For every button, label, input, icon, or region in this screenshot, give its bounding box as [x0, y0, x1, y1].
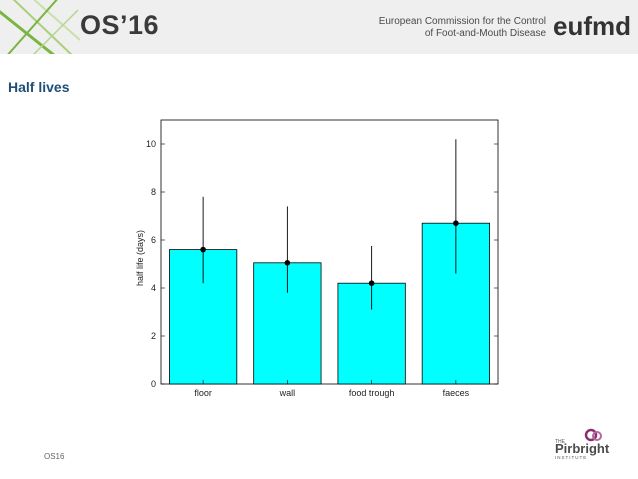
x-tick-label: wall	[279, 388, 296, 398]
y-tick-label: 10	[146, 139, 156, 149]
pirbright-small: THE	[555, 439, 566, 445]
y-tick-label: 4	[151, 283, 156, 293]
footer-code: OS16	[44, 452, 65, 461]
organization-name-line-1: European Commission for the Control	[378, 16, 546, 27]
eufmd-logo-text: eufmd	[553, 12, 631, 40]
organization-name: European Commission for the Control of F…	[379, 16, 546, 40]
mean-point	[453, 220, 459, 226]
y-tick-label: 2	[151, 331, 156, 341]
header-decoration	[0, 0, 80, 54]
pirbright-emblem-icon	[584, 428, 602, 442]
x-tick-label: faeces	[443, 388, 470, 398]
mean-point	[368, 280, 375, 287]
y-tick-label: 8	[151, 187, 156, 197]
eufmd-logo: eufmd	[553, 12, 631, 40]
pirbright-sub: INSTITUTE	[555, 455, 587, 460]
pirbright-logo: THE Pirbright INSTITUTE	[555, 428, 610, 460]
mean-point	[200, 246, 206, 253]
y-axis-label: half life (days)	[135, 230, 145, 286]
x-tick-label: food trough	[349, 388, 395, 398]
pirbright-name: Pirbright	[555, 441, 610, 456]
organization-name-line-2: of Foot-and-Mouth Disease	[424, 28, 546, 39]
header-banner: OS’16 European Commission for the Contro…	[0, 0, 638, 54]
y-tick-label: 0	[151, 379, 156, 389]
slide-title: Half lives	[8, 79, 70, 95]
event-title: OS’16	[80, 10, 160, 40]
y-tick-label: 6	[151, 235, 156, 245]
x-tick-label: floor	[194, 388, 212, 398]
mean-point	[284, 260, 291, 266]
